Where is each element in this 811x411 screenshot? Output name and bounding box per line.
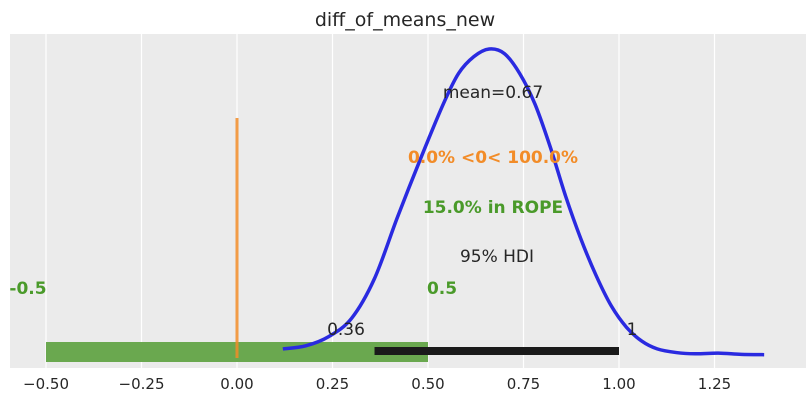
hdi-low-label: 0.36 bbox=[327, 320, 365, 340]
x-tick-label: 1.25 bbox=[698, 375, 731, 393]
chart-title: diff_of_means_new bbox=[315, 9, 495, 31]
hdi-label: 95% HDI bbox=[460, 247, 534, 267]
rope-low-label: -0.5 bbox=[9, 279, 46, 299]
x-tick-label: 1.00 bbox=[602, 375, 635, 393]
hdi-high-label: 1 bbox=[627, 320, 638, 340]
x-tick-label: 0.75 bbox=[507, 375, 540, 393]
density-curve bbox=[282, 47, 765, 357]
x-axis-ticks: −0.50 −0.25 0.00 0.25 0.50 0.75 1.00 1.25 bbox=[23, 375, 731, 393]
rope-annotation: 15.0% in ROPE bbox=[423, 198, 563, 218]
rope-high-label: 0.5 bbox=[427, 279, 457, 299]
mean-annotation: mean=0.67 bbox=[443, 83, 543, 103]
x-tick-label: 0.00 bbox=[220, 375, 253, 393]
plot-background bbox=[10, 34, 806, 368]
x-tick-label: 0.50 bbox=[411, 375, 444, 393]
x-tick-label: −0.50 bbox=[23, 375, 69, 393]
x-tick-label: −0.25 bbox=[119, 375, 165, 393]
reference-annotation: 0.0% <0< 100.0% bbox=[408, 148, 578, 168]
x-tick-label: 0.25 bbox=[316, 375, 349, 393]
